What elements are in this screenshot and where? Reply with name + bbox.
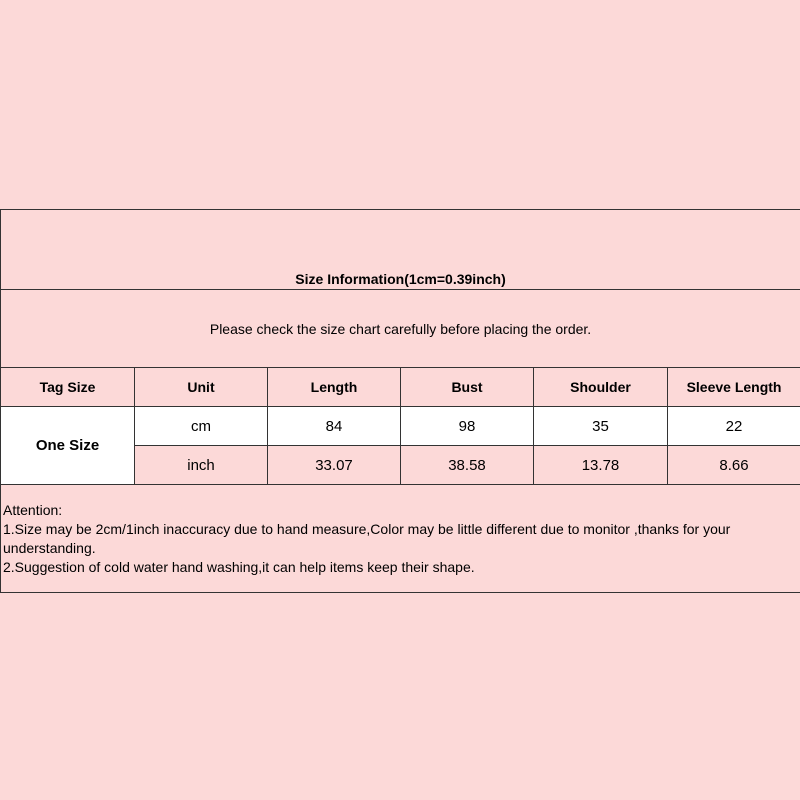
tag-size-cell: One Size [0, 406, 135, 485]
table-subtitle: Please check the size chart carefully be… [0, 289, 800, 368]
header-cell: Bust [400, 367, 534, 407]
value-cell: 22 [666, 406, 800, 446]
table-title: Size Information(1cm=0.39inch) [0, 209, 800, 290]
table-row: inch 33.07 38.58 13.78 8.66 [1, 445, 800, 485]
table-row: One Size cm 84 98 35 22 [0, 406, 800, 485]
value-cell: 8.66 [666, 445, 800, 485]
attention-notes: Attention: 1.Size may be 2cm/1inch inacc… [0, 484, 800, 593]
header-row: Tag Size Unit Length Bust Shoulder Sleev… [0, 367, 800, 407]
header-cell: Length [267, 367, 401, 407]
value-cell: 33.07 [267, 445, 401, 485]
size-chart-table: Size Information(1cm=0.39inch) Please ch… [0, 209, 800, 593]
value-cell: 38.58 [400, 445, 534, 485]
attention-line: 1.Size may be 2cm/1inch inaccuracy due t… [3, 520, 731, 556]
value-cell: 35 [533, 406, 668, 446]
unit-cell: cm [134, 406, 268, 446]
header-cell: Unit [134, 367, 268, 407]
attention-heading: Attention: [3, 501, 63, 518]
unit-cell: inch [134, 445, 268, 485]
value-cell: 98 [400, 406, 534, 446]
header-cell: Tag Size [0, 367, 135, 407]
value-cell: 84 [267, 406, 401, 446]
attention-line: 2.Suggestion of cold water hand washing,… [3, 558, 475, 575]
header-cell: Shoulder [533, 367, 668, 407]
value-cell: 13.78 [533, 445, 668, 485]
header-cell: Sleeve Length [666, 367, 800, 407]
